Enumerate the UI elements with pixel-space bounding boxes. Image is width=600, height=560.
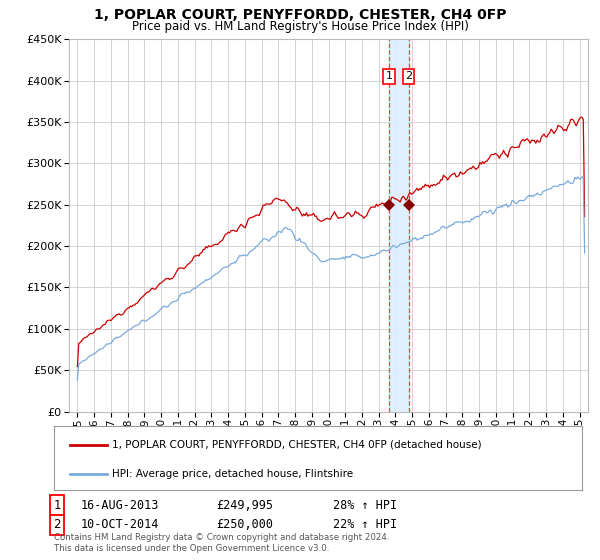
Text: 1, POPLAR COURT, PENYFFORDD, CHESTER, CH4 0FP (detached house): 1, POPLAR COURT, PENYFFORDD, CHESTER, CH… — [112, 440, 482, 450]
Text: 2: 2 — [53, 518, 61, 531]
Text: 1: 1 — [53, 498, 61, 512]
Text: £249,995: £249,995 — [216, 498, 273, 512]
Text: 1, POPLAR COURT, PENYFFORDD, CHESTER, CH4 0FP: 1, POPLAR COURT, PENYFFORDD, CHESTER, CH… — [94, 8, 506, 22]
Text: 16-AUG-2013: 16-AUG-2013 — [81, 498, 160, 512]
Text: 2: 2 — [405, 72, 412, 81]
Text: HPI: Average price, detached house, Flintshire: HPI: Average price, detached house, Flin… — [112, 469, 353, 479]
Text: 10-OCT-2014: 10-OCT-2014 — [81, 518, 160, 531]
Text: £250,000: £250,000 — [216, 518, 273, 531]
Text: Price paid vs. HM Land Registry's House Price Index (HPI): Price paid vs. HM Land Registry's House … — [131, 20, 469, 32]
Text: Contains HM Land Registry data © Crown copyright and database right 2024.
This d: Contains HM Land Registry data © Crown c… — [54, 533, 389, 553]
Text: 1: 1 — [386, 72, 392, 81]
Bar — [389, 39, 409, 412]
Text: 28% ↑ HPI: 28% ↑ HPI — [333, 498, 397, 512]
Text: 22% ↑ HPI: 22% ↑ HPI — [333, 518, 397, 531]
